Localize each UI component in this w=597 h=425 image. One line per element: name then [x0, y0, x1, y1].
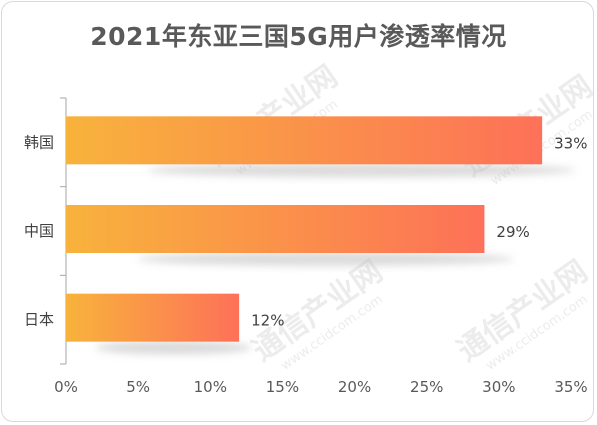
bar-shadow	[95, 340, 252, 355]
category-label: 中国	[24, 222, 54, 240]
category-label: 日本	[24, 311, 54, 329]
bar-shadows	[95, 163, 576, 355]
bar	[66, 205, 485, 253]
bar-shadow	[137, 252, 514, 266]
value-label: 33%	[554, 134, 587, 152]
category-label: 韩国	[24, 133, 54, 151]
x-tick-label: 20%	[338, 378, 371, 396]
x-tick-label: 35%	[554, 378, 587, 396]
x-tick-label: 25%	[410, 378, 443, 396]
x-tick-label: 5%	[126, 378, 150, 396]
bar	[66, 293, 240, 342]
x-tick-label: 30%	[482, 378, 515, 396]
labels: 韩国 33% 中国 29% 日本 12% 0% 5% 10% 15% 20% 25% 30% 35%	[24, 133, 588, 396]
x-tick-label: 10%	[194, 378, 227, 396]
bar-shadow	[146, 163, 576, 178]
x-tick-label: 15%	[266, 378, 299, 396]
x-tick-label: 0%	[54, 378, 78, 396]
value-label: 12%	[251, 312, 284, 330]
value-label: 29%	[496, 223, 529, 241]
chart-title: 2021年东亚三国5G用户渗透率情况	[90, 22, 507, 51]
bars	[66, 116, 543, 342]
bar	[66, 116, 543, 165]
axis-layer	[60, 97, 67, 365]
